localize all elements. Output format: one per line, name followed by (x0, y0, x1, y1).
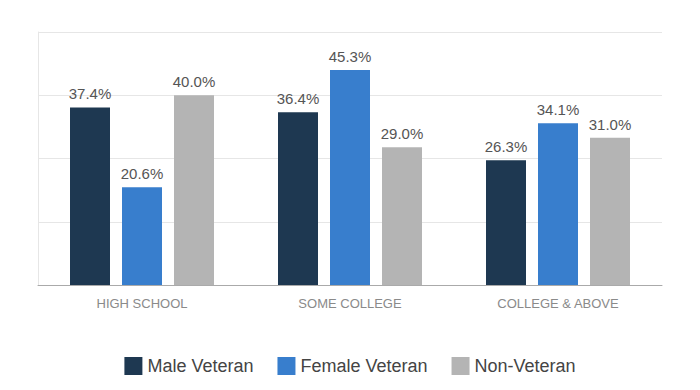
svg-text:45.3%: 45.3% (329, 48, 372, 65)
svg-text:26.3%: 26.3% (485, 138, 528, 155)
svg-text:HIGH SCHOOL: HIGH SCHOOL (96, 296, 187, 311)
svg-text:Non-Veteran: Non-Veteran (475, 356, 576, 376)
svg-text:34.1%: 34.1% (537, 101, 580, 118)
svg-text:COLLEGE & ABOVE: COLLEGE & ABOVE (497, 296, 619, 311)
svg-text:37.4%: 37.4% (69, 85, 112, 102)
svg-text:Male Veteran: Male Veteran (147, 356, 253, 376)
svg-text:29.0%: 29.0% (381, 125, 424, 142)
svg-text:Female Veteran: Female Veteran (300, 356, 427, 376)
svg-text:31.0%: 31.0% (589, 116, 632, 133)
svg-text:40.0%: 40.0% (173, 73, 216, 90)
svg-text:20.6%: 20.6% (121, 165, 164, 182)
svg-text:36.4%: 36.4% (277, 90, 320, 107)
svg-text:SOME COLLEGE: SOME COLLEGE (298, 296, 402, 311)
